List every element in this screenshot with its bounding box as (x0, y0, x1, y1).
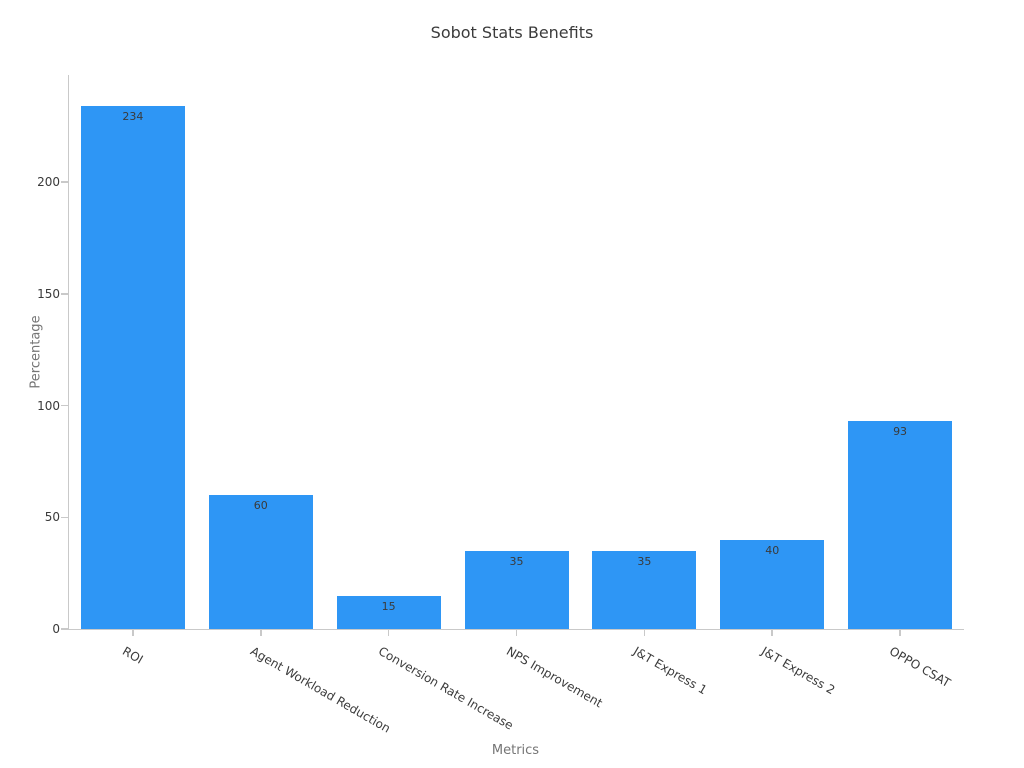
bar: 35 (592, 550, 697, 629)
bar-value-label: 93 (893, 425, 908, 439)
x-tick (260, 629, 262, 636)
bar: 15 (336, 595, 441, 629)
plot-area: 0 50 100 150 200 234 ROI 60 Agent Workload Reduc… (37, 75, 964, 736)
y-tick-label: 200 (37, 175, 60, 190)
x-category-label: J&T Express 2 (759, 644, 838, 698)
chart-title: Sobot Stats Benefits (430, 23, 594, 42)
x-category-label: J&T Express 1 (631, 644, 710, 698)
bar-value-label: 234 (122, 110, 144, 124)
y-tick (61, 516, 69, 519)
bar-value-label: 60 (253, 498, 268, 512)
bar-value-label: 35 (509, 554, 524, 568)
x-tick (771, 629, 773, 636)
y-tick (61, 181, 69, 183)
x-tick (515, 629, 518, 636)
bar: 93 (848, 421, 953, 629)
bar: 40 (720, 539, 825, 629)
bar: 35 (464, 550, 569, 629)
y-axis-label: Percentage (28, 315, 44, 389)
bar-value-label: 40 (765, 543, 780, 557)
x-tick (387, 629, 390, 636)
bar: 234 (80, 106, 185, 629)
x-axis-label: Metrics (491, 743, 540, 758)
bar-value-label: 35 (637, 554, 652, 568)
x-tick (899, 629, 901, 636)
bar-value-label: 15 (381, 599, 396, 613)
x-category-label: Conversion Rate Increase (375, 644, 516, 733)
x-tick (643, 629, 646, 636)
y-tick (61, 628, 69, 630)
y-tick (61, 293, 69, 295)
x-tick (132, 629, 134, 636)
y-tick-label: 0 (52, 622, 60, 636)
y-tick-label: 100 (37, 398, 60, 413)
x-category-label: ROI (119, 644, 146, 667)
x-category-label: NPS Improvement (503, 644, 605, 711)
y-tick-label: 150 (37, 286, 60, 301)
bar: 60 (208, 494, 313, 629)
x-category-label: Agent Workload Reduction (247, 644, 393, 736)
y-tick (61, 404, 69, 407)
y-tick-label: 50 (44, 510, 60, 525)
x-category-label: OPPO CSAT (887, 644, 953, 691)
